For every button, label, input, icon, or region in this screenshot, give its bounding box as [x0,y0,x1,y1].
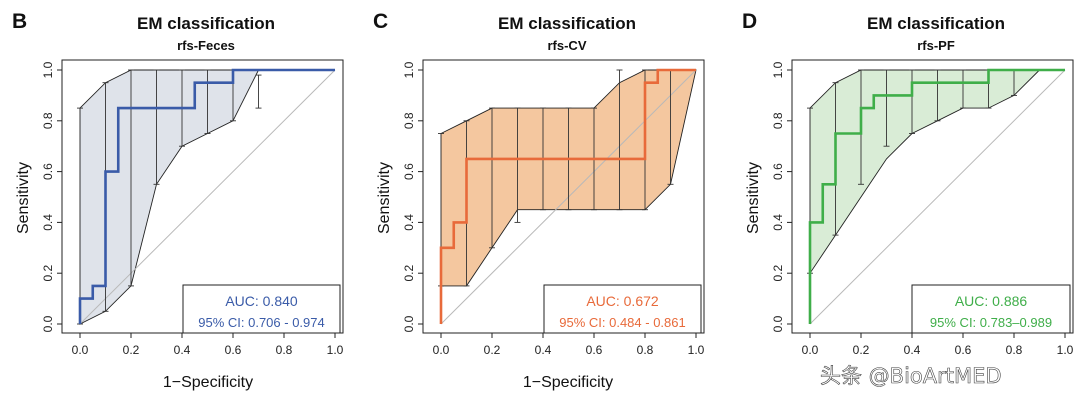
x-tick-label: 0.8 [1006,343,1023,357]
diagonal-reference-line [809,69,1066,325]
auc-ci-value: 95% CI: 0.783–0.989 [930,315,1052,330]
ci-error-bar [909,69,915,134]
roc-panel-d: D EM classification rfs-PF 0.0 0.2 0.4 0.6 0.8 1… [742,10,1074,357]
ci-error-bar [489,107,495,249]
ci-error-bar [255,74,262,109]
chart-subtitle: rfs-Feces [177,38,235,53]
x-tick-label: 1.0 [327,343,344,357]
y-axis-label: Sensitivity [745,162,762,234]
x-tick-label: 0.2 [853,343,870,357]
ci-error-bar [128,69,134,287]
y-tick-label: 1.0 [771,61,785,78]
x-tick-label: 0.6 [586,343,603,357]
ci-error-bar [204,69,211,134]
x-tick-label: 0.8 [276,343,293,357]
x-axis-label: 1−Specificity [163,374,253,391]
roc-panel-c: C EM classification rfs-CV 0.0 0.2 0.4 0.6 0.8 1… [373,10,705,391]
y-tick-label: 0.6 [402,163,416,180]
x-tick-label: 0.8 [637,343,654,357]
ci-error-bar [934,69,941,122]
y-tick-label: 0.0 [41,315,55,332]
chart-subtitle: rfs-PF [917,38,955,53]
y-tick-label: 1.0 [402,61,416,78]
chart-title: EM classification [137,14,275,33]
auc-legend-box [182,284,341,334]
x-tick-label: 0.4 [535,343,552,357]
watermark-text: 头条 @BioArtMED [820,364,1002,388]
ci-band [809,69,1065,275]
roc-curve [808,68,1065,324]
y-axis-label: Sensitivity [376,162,393,234]
roc-curve [439,68,696,324]
ci-band [79,69,335,325]
x-axis-label: 1−Specificity [523,374,613,391]
y-tick-label: 0.8 [41,112,55,129]
y-tick-label: 0.8 [771,112,785,129]
ci-error-bar [616,69,623,211]
auc-ci-value: 95% CI: 0.706 - 0.974 [198,315,324,330]
y-tick-label: 0.2 [41,265,55,282]
x-tick-label: 0.6 [955,343,972,357]
ci-error-bar [883,69,890,147]
x-tick-label: 0.6 [225,343,242,357]
x-tick-label: 1.0 [688,343,705,357]
ci-error-bar [153,69,160,185]
panel-letter: D [742,10,757,33]
panel-letter: B [12,10,27,33]
x-tick-label: 0.0 [72,343,89,357]
y-tick-label: 0.8 [402,112,416,129]
y-tick-label: 0.4 [402,214,416,231]
y-tick-label: 0.6 [771,163,785,180]
x-tick-label: 0.4 [174,343,191,357]
x-tick-label: 0.0 [433,343,450,357]
y-tick-label: 0.0 [402,315,416,332]
roc-panel-b: B EM classification rfs-Feces 0.0 0.2 0.4 0.6 0… [12,10,344,391]
y-tick-label: 0.2 [771,265,785,282]
auc-legend-box [911,284,1071,334]
ci-error-bar [960,69,966,109]
roc-panels: B EM classification rfs-Feces 0.0 0.2 0.4 0.6 0… [12,10,1074,391]
panel-letter: C [373,10,388,33]
y-tick-label: 0.4 [771,214,785,231]
auc-value: AUC: 0.672 [586,293,659,309]
x-tick-label: 0.4 [904,343,921,357]
x-tick-label: 0.2 [484,343,501,357]
x-tick-label: 0.2 [123,343,140,357]
diagonal-reference-line [79,69,336,325]
y-tick-label: 1.0 [41,61,55,78]
roc-curve [78,68,335,324]
chart-title: EM classification [867,14,1005,33]
y-axis-label: Sensitivity [15,162,32,234]
auc-value: AUC: 0.886 [955,293,1028,309]
y-tick-label: 0.6 [41,163,55,180]
x-tick-label: 1.0 [1057,343,1074,357]
auc-ci-value: 95% CI: 0.484 - 0.861 [559,315,685,330]
chart-subtitle: rfs-CV [547,38,586,53]
auc-legend-box [543,284,702,334]
ci-error-bar [514,107,521,223]
y-tick-label: 0.2 [402,265,416,282]
x-tick-label: 0.0 [802,343,819,357]
y-tick-label: 0.4 [41,214,55,231]
chart-title: EM classification [498,14,636,33]
auc-value: AUC: 0.840 [225,293,298,309]
y-tick-label: 0.0 [771,315,785,332]
